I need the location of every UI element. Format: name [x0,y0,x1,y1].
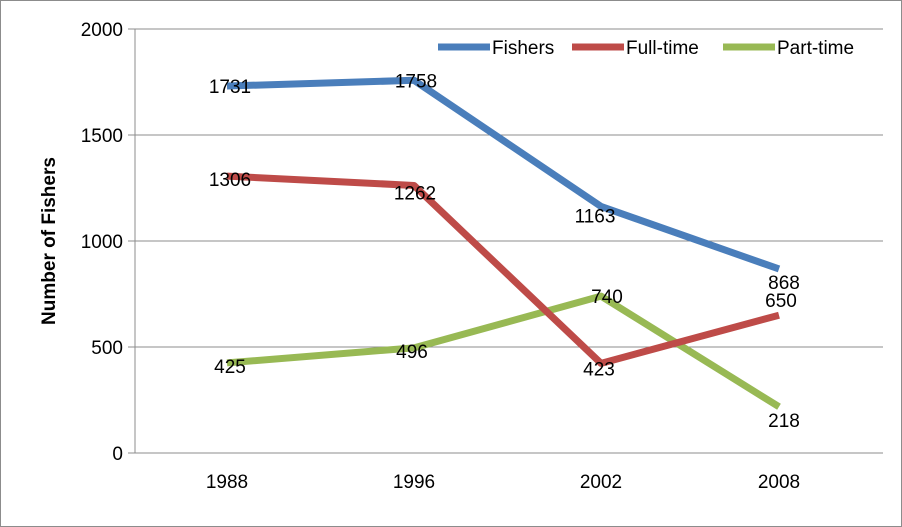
legend-label: Fishers [492,38,554,59]
data-label: 425 [214,357,246,378]
data-label: 1163 [575,206,616,227]
data-labels: 1731 1758 1163 868 1306 1262 423 650 425 496 740 21… [209,71,800,431]
data-label: 868 [768,273,800,294]
data-label: 423 [583,359,615,380]
y-tick-labels: 0 500 1000 1500 2000 [81,20,123,465]
data-label: 1306 [209,170,251,191]
y-tick-label: 1000 [81,232,123,253]
x-tick-label: 2002 [580,472,622,493]
x-tick-label: 2008 [758,472,800,493]
series-line-part-time [226,292,781,410]
y-tick-label: 2000 [81,20,123,41]
y-tick-label: 500 [91,338,123,359]
data-label: 1758 [395,71,437,92]
x-tick-labels: 1988 1996 2002 2008 [206,472,800,493]
series-line-full-time [226,172,780,367]
grid-lines [128,28,883,454]
series-lines [226,76,781,410]
data-label: 496 [396,342,428,363]
x-tick-label: 1996 [393,472,435,493]
data-label: 650 [765,291,797,312]
y-tick-label: 1500 [81,126,123,147]
data-label: 218 [768,411,800,432]
data-label: 740 [591,287,623,308]
data-label: 1262 [394,183,436,204]
data-label: 1731 [209,77,251,98]
x-tick-label: 1988 [206,472,248,493]
legend-label: Full-time [626,38,699,59]
y-tick-label: 0 [112,444,123,465]
legend-label: Part-time [777,38,854,59]
y-axis-title: Number of Fishers [39,157,60,325]
series-line-fishers [226,76,781,273]
legend: Fishers Full-time Part-time [438,38,854,59]
